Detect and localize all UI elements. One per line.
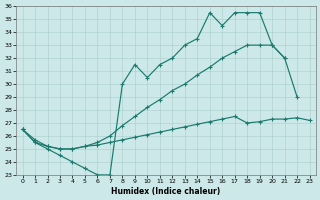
X-axis label: Humidex (Indice chaleur): Humidex (Indice chaleur) xyxy=(111,187,221,196)
